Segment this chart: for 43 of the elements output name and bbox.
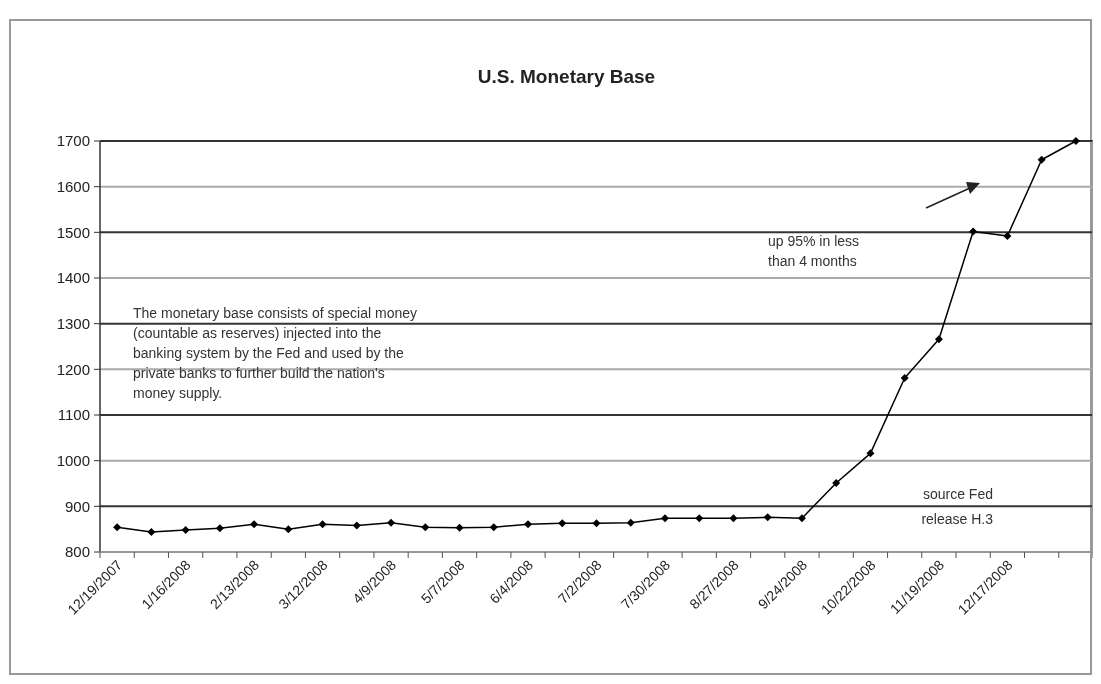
point: [181, 526, 190, 535]
point: [387, 518, 396, 527]
point: [489, 523, 498, 532]
annotation: source Fed release H.3: [921, 486, 994, 527]
point: [660, 514, 669, 523]
point: [1071, 137, 1080, 145]
point: [421, 523, 430, 532]
point: [318, 520, 327, 529]
point: [558, 519, 567, 528]
point: [250, 520, 259, 529]
point: [763, 513, 772, 522]
point: [934, 335, 943, 344]
point: [147, 527, 156, 536]
point: [284, 525, 293, 534]
point: [592, 519, 601, 528]
y-tick-label: 1100: [57, 406, 90, 424]
y-tick-label: 1500: [56, 223, 90, 241]
point: [524, 520, 533, 529]
chart-title: U.S. Monetary Base: [477, 66, 656, 87]
y-tick-label: 1700: [56, 132, 90, 150]
point: [1037, 155, 1046, 164]
point: [113, 523, 122, 532]
y-tick-label: 900: [64, 497, 90, 515]
point: [215, 524, 224, 533]
annotation: The monetary base consists of special money (countable as reserves) injected into the banking system by the Fed and used by the private banks to further build the nation's money supply.: [133, 305, 418, 401]
y-tick-label: 1000: [56, 451, 90, 469]
y-tick-label: 1400: [56, 269, 90, 287]
point: [626, 518, 635, 527]
point: [352, 521, 361, 530]
y-tick-label: 1300: [56, 314, 90, 332]
point: [729, 514, 738, 523]
point: [695, 514, 704, 523]
point: [969, 227, 978, 236]
y-tick-label: 1200: [56, 360, 90, 378]
point: [900, 374, 909, 383]
point: [797, 514, 806, 523]
annotation: up 95% in less than 4 months: [768, 233, 860, 269]
point: [455, 523, 464, 532]
point: [1003, 231, 1012, 240]
y-tick-label: 800: [64, 543, 90, 561]
y-tick-label: 1600: [56, 177, 90, 195]
point: [866, 449, 875, 458]
point: [832, 479, 841, 488]
